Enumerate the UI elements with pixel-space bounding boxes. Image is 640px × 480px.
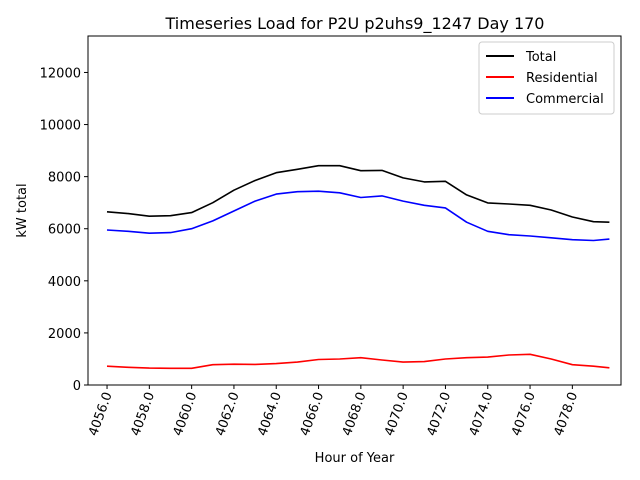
legend: Total Residential Commercial <box>478 41 615 115</box>
legend-label-residential: Residential <box>526 71 598 86</box>
y-tick-label: 6000 <box>48 223 81 238</box>
y-tick-label: 12000 <box>40 66 81 81</box>
series-line-commercial <box>106 190 610 242</box>
y-tick-label: 4000 <box>48 275 81 290</box>
y-tick-label: 2000 <box>48 327 81 342</box>
legend-label-total: Total <box>525 50 556 65</box>
y-axis-label: kW total <box>15 183 30 237</box>
legend-label-commercial: Commercial <box>526 92 604 107</box>
y-tick-label: 8000 <box>48 171 81 186</box>
legend-box <box>478 41 615 115</box>
y-tick-label: 0 <box>73 379 81 394</box>
y-tick-label: 10000 <box>40 119 81 134</box>
plot-frame <box>87 35 622 386</box>
plot-lines <box>106 164 610 370</box>
series-line-total <box>106 164 610 223</box>
x-axis-label: Hour of Year <box>315 451 395 466</box>
chart-title: Timeseries Load for P2U p2uhs9_1247 Day … <box>165 14 545 34</box>
y-axis-ticks: 0 2000 4000 6000 8000 10000 12000 <box>40 66 88 394</box>
series-line-residential <box>106 353 610 370</box>
